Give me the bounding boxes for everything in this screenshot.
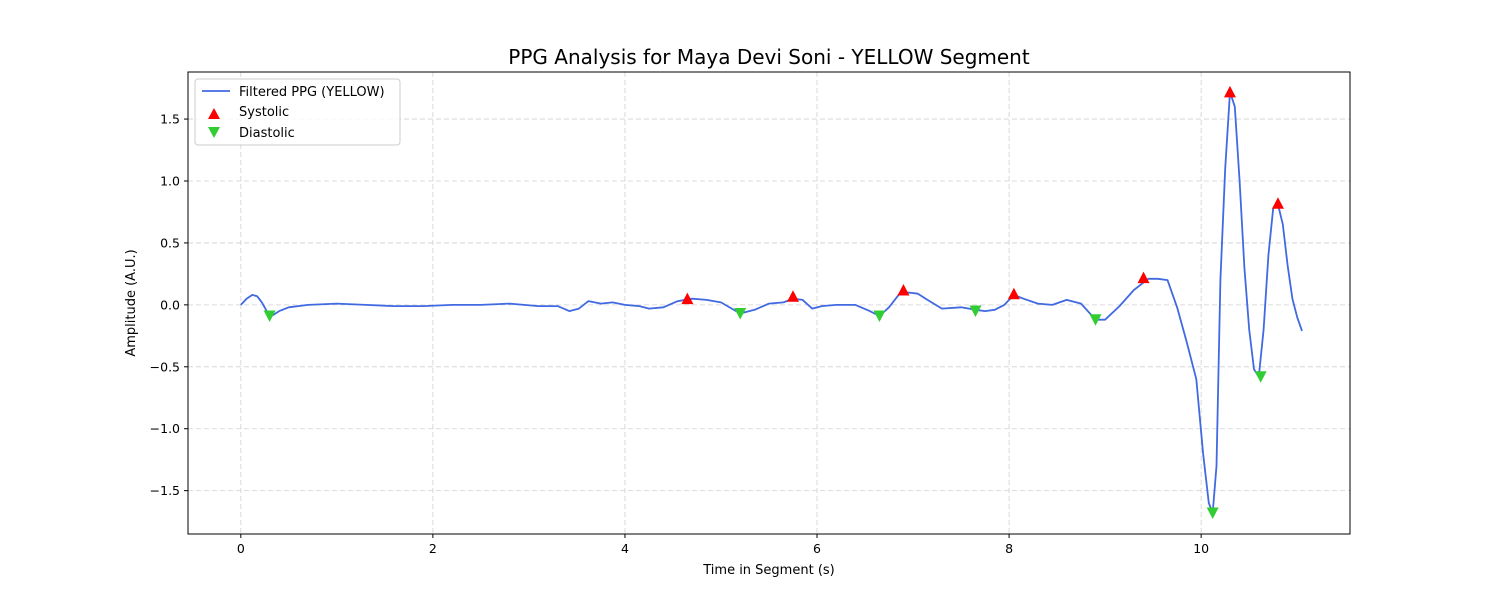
axis-ticks: 0 2 4 6 8 10 −1.5 −1.0 −0.5 0.0 0.5 1.0 1.5	[150, 112, 1210, 556]
x-axis-label: Time in Segment (s)	[702, 563, 834, 578]
plot-frame	[187, 71, 1351, 535]
systolic-marker	[1007, 287, 1020, 300]
legend-label-systolic: Systolic	[239, 105, 289, 120]
y-tick-label: 0.5	[160, 235, 180, 250]
plot-series	[240, 85, 1303, 519]
systolic-marker	[1223, 85, 1236, 98]
systolic-marker	[897, 283, 910, 296]
legend-label-filtered-ppg: Filtered PPG (YELLOW)	[239, 85, 385, 100]
x-tick-label: 0	[237, 541, 245, 556]
systolic-marker	[1271, 197, 1284, 209]
chart-title: PPG Analysis for Maya Devi Soni - YELLOW…	[508, 45, 1030, 69]
diastolic-marker	[1206, 507, 1219, 519]
y-tick-label: −0.5	[150, 359, 180, 374]
y-tick-label: 0.0	[160, 297, 180, 312]
y-tick-label: −1.0	[150, 421, 180, 436]
x-tick-label: 8	[1005, 541, 1013, 556]
legend-systolic-marker	[208, 108, 220, 119]
legend-box	[194, 78, 401, 146]
systolic-marker	[1137, 271, 1150, 284]
y-tick-label: 1.0	[160, 173, 180, 188]
diastolic-marker	[969, 305, 982, 318]
legend-diastolic-marker	[208, 127, 220, 138]
systolic-marker	[787, 290, 800, 302]
diastolic-marker	[263, 310, 276, 323]
y-axis-label: Amplitude (A.U.)	[124, 249, 139, 356]
x-tick-label: 6	[813, 541, 821, 556]
x-tick-label: 10	[1193, 541, 1209, 556]
x-tick-label: 2	[429, 541, 437, 556]
diastolic-marker	[1089, 314, 1102, 326]
diastolic-marker	[873, 310, 886, 323]
legend: Filtered PPG (YELLOW) Systolic Diastolic	[194, 78, 401, 146]
systolic-marker	[681, 292, 694, 305]
diastolic-marker	[734, 308, 747, 320]
legend-label-diastolic: Diastolic	[239, 126, 295, 141]
y-tick-label: 1.5	[160, 112, 180, 127]
x-tick-label: 4	[621, 541, 629, 556]
y-tick-label: −1.5	[150, 483, 180, 498]
ppg-signal-line	[240, 90, 1303, 514]
diastolic-marker	[1254, 371, 1267, 383]
